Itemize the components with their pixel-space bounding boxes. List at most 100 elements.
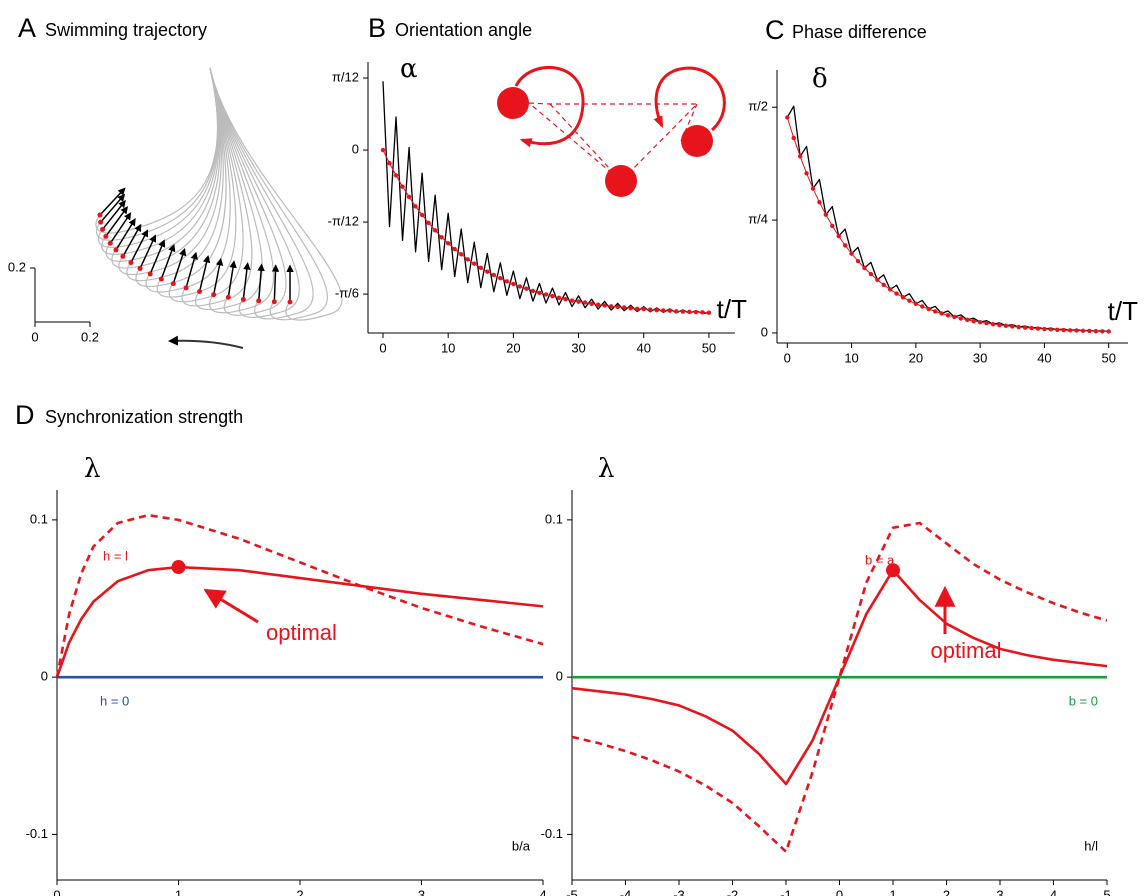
orientation-arrow bbox=[242, 262, 251, 300]
x-tick-label: 0 bbox=[31, 329, 38, 344]
series-marker bbox=[452, 246, 457, 252]
x-tick-label: 3 bbox=[418, 887, 425, 896]
sphere bbox=[681, 125, 713, 157]
series-marker bbox=[432, 228, 438, 233]
position-dot bbox=[158, 276, 164, 282]
y-tick-label: -π/12 bbox=[328, 214, 359, 229]
series-marker bbox=[958, 316, 964, 321]
trajectory-curve bbox=[135, 67, 227, 287]
series-marker bbox=[1003, 323, 1009, 328]
x-tick-label: 50 bbox=[1101, 350, 1115, 365]
series-marker bbox=[530, 288, 536, 294]
y-tick-label: 0 bbox=[556, 669, 563, 684]
series-marker bbox=[635, 306, 640, 311]
orientation-arrow bbox=[102, 199, 126, 230]
series-marker bbox=[868, 271, 874, 277]
series-marker bbox=[472, 261, 477, 266]
x-tick-label: 10 bbox=[441, 340, 455, 355]
y-axis-label: λ bbox=[84, 454, 100, 484]
x-tick-label: 30 bbox=[973, 350, 987, 365]
series-marker bbox=[621, 305, 627, 310]
trajectory-curve bbox=[209, 67, 314, 320]
series-marker bbox=[791, 135, 796, 141]
series-marker bbox=[413, 204, 418, 209]
x-tick-label: 2 bbox=[943, 887, 950, 896]
orientation-arrow bbox=[212, 257, 224, 295]
x-tick-label: 4 bbox=[539, 887, 546, 896]
trajectory-curve bbox=[195, 67, 263, 310]
annotation-text: optimal bbox=[931, 638, 1002, 663]
series-marker bbox=[393, 173, 399, 178]
trajectory-curve bbox=[181, 67, 253, 307]
series-marker bbox=[1080, 328, 1086, 333]
orientation-arrow bbox=[100, 193, 126, 223]
orientation-arrow bbox=[115, 218, 136, 251]
panel-letter: C bbox=[765, 15, 785, 45]
series-marker bbox=[419, 212, 425, 218]
direction-arrow bbox=[168, 335, 244, 349]
series-marker bbox=[687, 309, 692, 315]
series-marker bbox=[804, 171, 809, 176]
series-marker bbox=[602, 303, 607, 308]
series-marker bbox=[654, 307, 659, 313]
series-marker bbox=[907, 298, 912, 303]
trajectory-curve bbox=[209, 67, 328, 321]
x-tick-label: 0 bbox=[379, 340, 386, 355]
x-tick-label: 2 bbox=[296, 887, 303, 896]
series-marker bbox=[478, 265, 483, 270]
series-line bbox=[786, 105, 1109, 333]
series-marker bbox=[608, 304, 614, 309]
orientation-arrow bbox=[198, 255, 211, 292]
trajectory-curve bbox=[105, 67, 220, 262]
x-tick-label: 0 bbox=[53, 887, 60, 896]
orientation-arrow bbox=[271, 264, 280, 302]
series-marker bbox=[550, 293, 555, 299]
panel-title: Orientation angle bbox=[395, 20, 532, 40]
series-marker bbox=[661, 308, 666, 313]
series-marker bbox=[700, 310, 705, 315]
panel-letter: A bbox=[18, 13, 36, 43]
trajectory-curve bbox=[209, 67, 275, 314]
series-marker bbox=[1042, 326, 1047, 332]
series-marker bbox=[595, 302, 601, 307]
series-marker bbox=[849, 251, 854, 256]
position-dot bbox=[197, 289, 203, 295]
series-marker bbox=[1067, 328, 1073, 333]
sphere bbox=[605, 165, 637, 197]
y-tick-label: -π/6 bbox=[335, 286, 359, 301]
dashed-triangle bbox=[527, 102, 699, 182]
position-dot bbox=[211, 292, 217, 298]
trajectory-curve bbox=[168, 67, 244, 303]
series-marker bbox=[576, 299, 581, 304]
series-marker bbox=[485, 269, 490, 274]
position-dot bbox=[271, 299, 277, 305]
series-marker bbox=[810, 186, 816, 191]
orientation-arrow bbox=[149, 239, 166, 275]
series-marker bbox=[862, 265, 867, 271]
orientation-arrow bbox=[257, 263, 265, 301]
x-tick-label: 20 bbox=[909, 350, 923, 365]
trajectory-curve bbox=[156, 67, 237, 298]
series-marker bbox=[997, 322, 1002, 328]
series-marker bbox=[887, 287, 893, 292]
series-marker bbox=[900, 295, 906, 300]
position-dot bbox=[225, 294, 231, 300]
orientation-arrow bbox=[185, 251, 198, 289]
series-marker bbox=[926, 306, 931, 312]
series-marker bbox=[628, 306, 633, 311]
x-tick-label: 1 bbox=[889, 887, 896, 896]
series-marker bbox=[459, 252, 464, 257]
series-marker bbox=[875, 277, 880, 282]
annotation-text: optimal bbox=[266, 620, 337, 645]
series-marker bbox=[706, 310, 712, 315]
series-marker bbox=[836, 233, 841, 239]
x-tick-label: 1 bbox=[175, 887, 182, 896]
series-marker bbox=[504, 279, 510, 284]
position-dot bbox=[287, 299, 293, 305]
x-tick-label: 4 bbox=[1050, 887, 1057, 896]
series-marker bbox=[491, 272, 497, 278]
y-tick-label: -0.1 bbox=[26, 826, 48, 841]
position-dot bbox=[256, 298, 262, 304]
x-axis-label: h/l bbox=[1084, 838, 1098, 853]
